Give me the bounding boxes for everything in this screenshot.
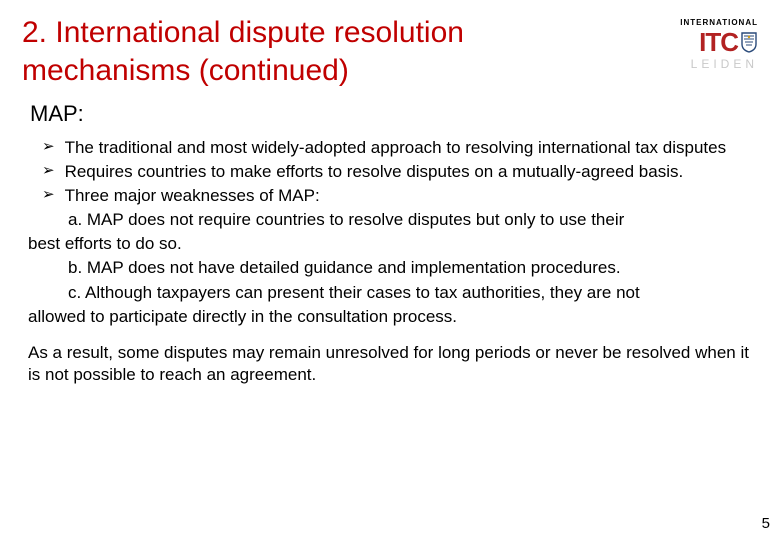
triangle-bullet-icon: ➢	[28, 137, 65, 159]
bullet-text: Three major weaknesses of MAP:	[65, 185, 752, 207]
slide-title: 2. International dispute resolution mech…	[22, 14, 542, 89]
closing-paragraph: As a result, some disputes may remain un…	[22, 342, 758, 386]
logo-letters: ITC	[699, 29, 738, 55]
list-item: ➢ Three major weaknesses of MAP:	[28, 185, 752, 207]
header-row: 2. International dispute resolution mech…	[22, 14, 758, 89]
sub-item-a-line1: a. MAP does not require countries to res…	[28, 209, 752, 231]
sub-item-c-line1: c. Although taxpayers can present their …	[28, 282, 752, 304]
logo-top-text: INTERNATIONAL	[680, 18, 758, 27]
logo: INTERNATIONAL ITC LEIDEN	[680, 14, 758, 71]
logo-main-row: ITC	[680, 29, 758, 55]
content-body: ➢ The traditional and most widely-adopte…	[22, 137, 758, 328]
page-number: 5	[762, 515, 770, 532]
subheading: MAP:	[30, 101, 758, 127]
sub-item-b: b. MAP does not have detailed guidance a…	[28, 257, 752, 279]
bullet-text: The traditional and most widely-adopted …	[65, 137, 752, 159]
shield-icon	[740, 31, 758, 53]
triangle-bullet-icon: ➢	[28, 161, 65, 183]
sub-item-c-line2: allowed to participate directly in the c…	[28, 306, 752, 328]
logo-bottom-text: LEIDEN	[680, 57, 758, 71]
triangle-bullet-icon: ➢	[28, 185, 65, 207]
sub-item-a-line2: best efforts to do so.	[28, 233, 752, 255]
list-item: ➢ The traditional and most widely-adopte…	[28, 137, 752, 159]
bullet-text: Requires countries to make efforts to re…	[65, 161, 752, 183]
list-item: ➢ Requires countries to make efforts to …	[28, 161, 752, 183]
